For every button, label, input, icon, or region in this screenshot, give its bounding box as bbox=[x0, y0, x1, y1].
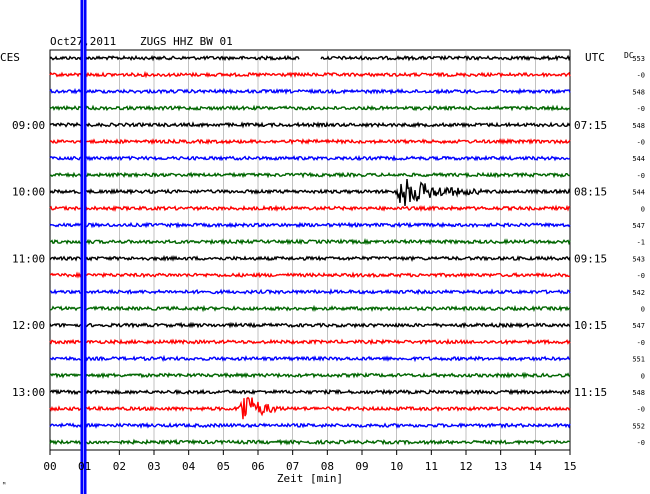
dc-value: 553 bbox=[632, 55, 645, 63]
dc-value: 0 bbox=[641, 205, 645, 213]
right-time-label: 11:15 bbox=[574, 386, 607, 399]
left-time-labels: 09:00 10:00 11:00 12:00 13:00 bbox=[12, 119, 45, 399]
trace-line bbox=[49, 221, 571, 229]
trace-line bbox=[49, 421, 571, 429]
dc-value: -0 bbox=[637, 406, 645, 414]
x-tick-label: 12 bbox=[459, 460, 472, 473]
x-tick-label: 10 bbox=[390, 460, 403, 473]
trace-line bbox=[49, 171, 571, 179]
left-time-label: 13:00 bbox=[12, 386, 45, 399]
dc-value: 547 bbox=[632, 222, 645, 230]
dc-value: 548 bbox=[632, 122, 645, 130]
right-time-label: 07:15 bbox=[574, 119, 607, 132]
left-time-label: 12:00 bbox=[12, 319, 45, 332]
trace-line bbox=[49, 371, 571, 380]
trace-line bbox=[49, 238, 571, 246]
grid bbox=[49, 49, 571, 455]
time-marker bbox=[80, 0, 87, 494]
dc-value: 551 bbox=[632, 356, 645, 364]
dc-value: -0 bbox=[637, 339, 645, 347]
left-time-label: 09:00 bbox=[12, 119, 45, 132]
trace-line bbox=[49, 304, 571, 313]
x-tick-labels: 00 01 02 03 04 05 06 07 08 09 10 11 12 13 14 15 bbox=[43, 460, 576, 473]
x-tick-label: 13 bbox=[494, 460, 507, 473]
corner-glyph: ᴹ bbox=[2, 481, 6, 489]
trace-line bbox=[49, 254, 571, 263]
trace-line bbox=[49, 121, 571, 129]
dc-value: 544 bbox=[632, 155, 645, 163]
x-tick-label: 00 bbox=[43, 460, 56, 473]
trace-line bbox=[49, 396, 571, 420]
trace-line bbox=[49, 70, 571, 79]
x-tick-label: 09 bbox=[355, 460, 368, 473]
trace-line bbox=[49, 338, 571, 346]
x-tick-label: 07 bbox=[286, 460, 299, 473]
dc-value: 552 bbox=[632, 422, 645, 430]
right-time-label: 10:15 bbox=[574, 319, 607, 332]
x-tick-label: 01 bbox=[78, 460, 91, 473]
trace-line bbox=[49, 104, 571, 112]
left-time-label: 11:00 bbox=[12, 252, 45, 265]
right-time-labels: 07:15 08:15 09:15 10:15 11:15 bbox=[574, 119, 607, 399]
trace-line bbox=[49, 354, 571, 363]
trace-line bbox=[49, 388, 571, 396]
x-tick-label: 14 bbox=[529, 460, 543, 473]
dc-value: -0 bbox=[637, 272, 645, 280]
trace-line bbox=[49, 321, 571, 329]
dc-value: -0 bbox=[637, 439, 645, 447]
x-tick-label: 15 bbox=[563, 460, 576, 473]
left-time-label: 10:00 bbox=[12, 186, 45, 199]
dc-value: -1 bbox=[637, 239, 645, 247]
dc-value: -0 bbox=[637, 139, 645, 147]
right-time-label: 08:15 bbox=[574, 186, 607, 199]
x-tick-label: 11 bbox=[425, 460, 438, 473]
x-tick-label: 05 bbox=[217, 460, 230, 473]
trace-line bbox=[49, 271, 571, 279]
left-timezone-label: CES bbox=[0, 51, 20, 64]
dc-value: 0 bbox=[641, 306, 645, 314]
right-time-label: 09:15 bbox=[574, 252, 607, 265]
dc-value: 542 bbox=[632, 289, 645, 297]
trace-line bbox=[49, 54, 571, 62]
trace-line bbox=[49, 154, 571, 162]
dc-value: 544 bbox=[632, 189, 645, 197]
x-tick-label: 08 bbox=[321, 460, 334, 473]
traces bbox=[49, 54, 571, 446]
header-station: ZUGS HHZ BW 01 bbox=[140, 35, 233, 48]
trace-line bbox=[49, 87, 571, 95]
dc-value: 0 bbox=[641, 372, 645, 380]
dc-value: -0 bbox=[637, 72, 645, 80]
dc-value: 548 bbox=[632, 88, 645, 96]
x-axis-label: Zeit [min] bbox=[277, 472, 343, 485]
trace-line bbox=[49, 138, 571, 146]
dc-value: 548 bbox=[632, 389, 645, 397]
right-timezone-label: UTC bbox=[585, 51, 605, 64]
dc-value: -0 bbox=[637, 105, 645, 113]
plot-frame bbox=[49, 49, 571, 451]
dc-values: 553 -0 548 -0 548 -0 544 -0 544 0 547 -1 543 -0 542 0 54… bbox=[632, 55, 645, 447]
dc-header-label: DC bbox=[624, 51, 634, 60]
trace-line bbox=[49, 438, 571, 446]
dc-value: 543 bbox=[632, 255, 645, 263]
dc-value: -0 bbox=[637, 172, 645, 180]
x-tick-label: 06 bbox=[251, 460, 264, 473]
trace-line bbox=[49, 179, 571, 207]
x-tick-label: 04 bbox=[182, 460, 196, 473]
x-tick-label: 03 bbox=[147, 460, 160, 473]
x-tick-label: 02 bbox=[113, 460, 126, 473]
trace-line bbox=[49, 204, 571, 213]
trace-line bbox=[49, 288, 571, 296]
dc-value: 547 bbox=[632, 322, 645, 330]
